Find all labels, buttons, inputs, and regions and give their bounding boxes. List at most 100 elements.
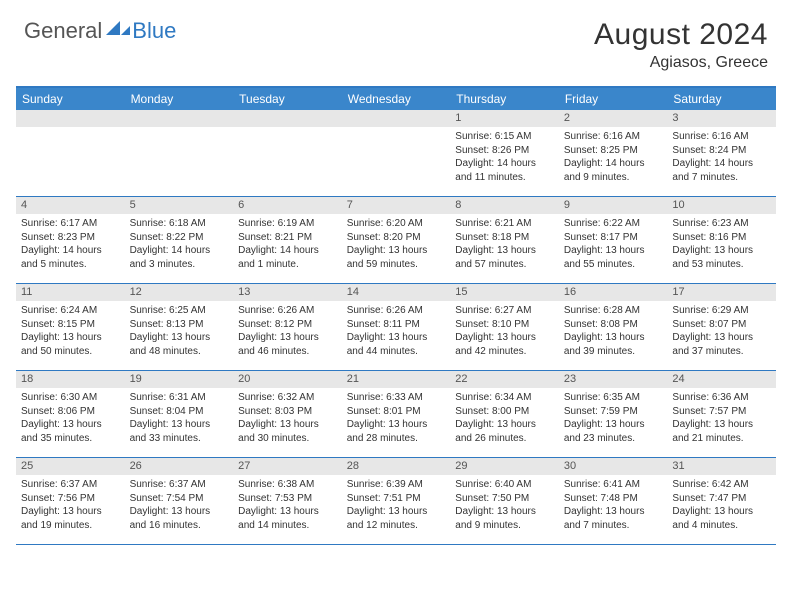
sunset-text: Sunset: 7:59 PM — [564, 405, 663, 419]
calendar-cell: 26Sunrise: 6:37 AMSunset: 7:54 PMDayligh… — [125, 458, 234, 544]
day-number: 30 — [559, 458, 668, 475]
sunrise-text: Sunrise: 6:39 AM — [347, 478, 446, 492]
sunset-text: Sunset: 7:54 PM — [130, 492, 229, 506]
daylight-text: Daylight: 13 hours and 37 minutes. — [672, 331, 771, 358]
day-details: Sunrise: 6:38 AMSunset: 7:53 PMDaylight:… — [233, 475, 342, 536]
daylight-text: Daylight: 13 hours and 59 minutes. — [347, 244, 446, 271]
sunrise-text: Sunrise: 6:26 AM — [347, 304, 446, 318]
dow-tuesday: Tuesday — [233, 88, 342, 110]
daylight-text: Daylight: 13 hours and 35 minutes. — [21, 418, 120, 445]
dow-monday: Monday — [125, 88, 234, 110]
daylight-text: Daylight: 13 hours and 42 minutes. — [455, 331, 554, 358]
sunset-text: Sunset: 8:08 PM — [564, 318, 663, 332]
daylight-text: Daylight: 13 hours and 48 minutes. — [130, 331, 229, 358]
calendar-cell: 4Sunrise: 6:17 AMSunset: 8:23 PMDaylight… — [16, 197, 125, 283]
sunrise-text: Sunrise: 6:16 AM — [564, 130, 663, 144]
sunrise-text: Sunrise: 6:28 AM — [564, 304, 663, 318]
daylight-text: Daylight: 13 hours and 19 minutes. — [21, 505, 120, 532]
dow-saturday: Saturday — [667, 88, 776, 110]
day-number: 1 — [450, 110, 559, 127]
sunrise-text: Sunrise: 6:24 AM — [21, 304, 120, 318]
calendar-cell: 28Sunrise: 6:39 AMSunset: 7:51 PMDayligh… — [342, 458, 451, 544]
sunset-text: Sunset: 7:47 PM — [672, 492, 771, 506]
sunset-text: Sunset: 8:06 PM — [21, 405, 120, 419]
sunrise-text: Sunrise: 6:37 AM — [21, 478, 120, 492]
daylight-text: Daylight: 13 hours and 26 minutes. — [455, 418, 554, 445]
logo: General Blue — [24, 18, 176, 44]
calendar-cell: 16Sunrise: 6:28 AMSunset: 8:08 PMDayligh… — [559, 284, 668, 370]
sunrise-text: Sunrise: 6:35 AM — [564, 391, 663, 405]
sunrise-text: Sunrise: 6:27 AM — [455, 304, 554, 318]
sunset-text: Sunset: 7:56 PM — [21, 492, 120, 506]
day-details: Sunrise: 6:27 AMSunset: 8:10 PMDaylight:… — [450, 301, 559, 362]
day-details — [125, 127, 234, 134]
sunrise-text: Sunrise: 6:25 AM — [130, 304, 229, 318]
daylight-text: Daylight: 13 hours and 28 minutes. — [347, 418, 446, 445]
sunset-text: Sunset: 8:23 PM — [21, 231, 120, 245]
calendar-cell: 21Sunrise: 6:33 AMSunset: 8:01 PMDayligh… — [342, 371, 451, 457]
day-details: Sunrise: 6:19 AMSunset: 8:21 PMDaylight:… — [233, 214, 342, 275]
day-number: 6 — [233, 197, 342, 214]
sunset-text: Sunset: 7:50 PM — [455, 492, 554, 506]
calendar-cell: 27Sunrise: 6:38 AMSunset: 7:53 PMDayligh… — [233, 458, 342, 544]
logo-text-blue: Blue — [132, 18, 176, 44]
sunset-text: Sunset: 8:16 PM — [672, 231, 771, 245]
week-row: 1Sunrise: 6:15 AMSunset: 8:26 PMDaylight… — [16, 110, 776, 197]
sunset-text: Sunset: 8:20 PM — [347, 231, 446, 245]
day-details: Sunrise: 6:35 AMSunset: 7:59 PMDaylight:… — [559, 388, 668, 449]
week-row: 25Sunrise: 6:37 AMSunset: 7:56 PMDayligh… — [16, 458, 776, 545]
sunset-text: Sunset: 8:17 PM — [564, 231, 663, 245]
dow-friday: Friday — [559, 88, 668, 110]
calendar-cell: 7Sunrise: 6:20 AMSunset: 8:20 PMDaylight… — [342, 197, 451, 283]
daylight-text: Daylight: 13 hours and 4 minutes. — [672, 505, 771, 532]
daylight-text: Daylight: 13 hours and 55 minutes. — [564, 244, 663, 271]
day-details: Sunrise: 6:26 AMSunset: 8:11 PMDaylight:… — [342, 301, 451, 362]
week-row: 18Sunrise: 6:30 AMSunset: 8:06 PMDayligh… — [16, 371, 776, 458]
day-details: Sunrise: 6:42 AMSunset: 7:47 PMDaylight:… — [667, 475, 776, 536]
day-number: 19 — [125, 371, 234, 388]
sunrise-text: Sunrise: 6:30 AM — [21, 391, 120, 405]
sunset-text: Sunset: 8:18 PM — [455, 231, 554, 245]
day-details: Sunrise: 6:37 AMSunset: 7:54 PMDaylight:… — [125, 475, 234, 536]
day-number: 31 — [667, 458, 776, 475]
sunset-text: Sunset: 8:13 PM — [130, 318, 229, 332]
logo-text-general: General — [24, 18, 102, 44]
sunset-text: Sunset: 8:25 PM — [564, 144, 663, 158]
month-title: August 2024 — [594, 18, 768, 52]
sunset-text: Sunset: 8:24 PM — [672, 144, 771, 158]
sunrise-text: Sunrise: 6:36 AM — [672, 391, 771, 405]
calendar-cell: 13Sunrise: 6:26 AMSunset: 8:12 PMDayligh… — [233, 284, 342, 370]
sunset-text: Sunset: 8:07 PM — [672, 318, 771, 332]
sunrise-text: Sunrise: 6:26 AM — [238, 304, 337, 318]
calendar-cell — [125, 110, 234, 196]
sunrise-text: Sunrise: 6:17 AM — [21, 217, 120, 231]
calendar-cell: 9Sunrise: 6:22 AMSunset: 8:17 PMDaylight… — [559, 197, 668, 283]
day-number: 14 — [342, 284, 451, 301]
sunset-text: Sunset: 7:48 PM — [564, 492, 663, 506]
daylight-text: Daylight: 13 hours and 23 minutes. — [564, 418, 663, 445]
day-number: 20 — [233, 371, 342, 388]
sunset-text: Sunset: 8:01 PM — [347, 405, 446, 419]
day-details: Sunrise: 6:37 AMSunset: 7:56 PMDaylight:… — [16, 475, 125, 536]
sunset-text: Sunset: 8:03 PM — [238, 405, 337, 419]
sunrise-text: Sunrise: 6:16 AM — [672, 130, 771, 144]
daylight-text: Daylight: 14 hours and 5 minutes. — [21, 244, 120, 271]
day-details: Sunrise: 6:25 AMSunset: 8:13 PMDaylight:… — [125, 301, 234, 362]
day-number: 12 — [125, 284, 234, 301]
sunrise-text: Sunrise: 6:23 AM — [672, 217, 771, 231]
calendar-cell: 11Sunrise: 6:24 AMSunset: 8:15 PMDayligh… — [16, 284, 125, 370]
daylight-text: Daylight: 14 hours and 7 minutes. — [672, 157, 771, 184]
day-details: Sunrise: 6:41 AMSunset: 7:48 PMDaylight:… — [559, 475, 668, 536]
day-details: Sunrise: 6:20 AMSunset: 8:20 PMDaylight:… — [342, 214, 451, 275]
calendar-cell: 15Sunrise: 6:27 AMSunset: 8:10 PMDayligh… — [450, 284, 559, 370]
day-number: 11 — [16, 284, 125, 301]
day-number: 27 — [233, 458, 342, 475]
day-number: 24 — [667, 371, 776, 388]
day-number: 5 — [125, 197, 234, 214]
day-number: 8 — [450, 197, 559, 214]
day-details: Sunrise: 6:16 AMSunset: 8:24 PMDaylight:… — [667, 127, 776, 188]
sunrise-text: Sunrise: 6:19 AM — [238, 217, 337, 231]
calendar-cell — [233, 110, 342, 196]
calendar-cell: 12Sunrise: 6:25 AMSunset: 8:13 PMDayligh… — [125, 284, 234, 370]
sunrise-text: Sunrise: 6:15 AM — [455, 130, 554, 144]
